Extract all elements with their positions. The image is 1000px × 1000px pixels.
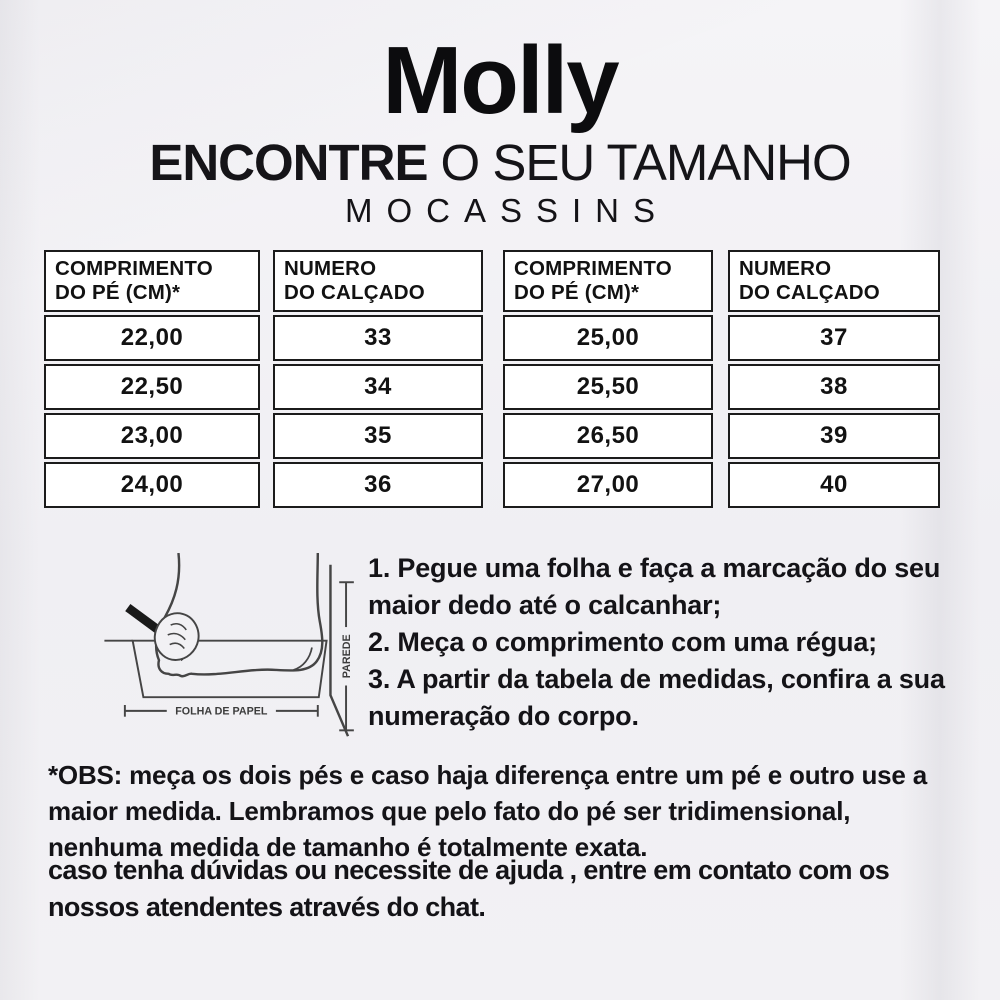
page-title-light: O SEU TAMANHO	[440, 134, 852, 191]
table-cell: 25,00	[503, 315, 713, 361]
table-cell: 23,00	[44, 413, 260, 459]
table-header-shoe-number: NUMERO DO CALÇADO	[273, 250, 483, 312]
header-line: DO CALÇADO	[284, 281, 425, 304]
page-title: ENCONTRE O SEU TAMANHO	[0, 133, 1000, 192]
measuring-instructions: 1. Pegue uma folha e faça a marcação do …	[368, 550, 982, 735]
size-table-foot-length-2: COMPRIMENTO DO PÉ (CM)* 25,00 25,50 26,5…	[503, 250, 713, 508]
instruction-step-2: 2. Meça o comprimento com uma régua;	[368, 627, 877, 657]
table-header-foot-length: COMPRIMENTO DO PÉ (CM)*	[44, 250, 260, 312]
header-line: NUMERO	[739, 257, 832, 280]
table-cell: 35	[273, 413, 483, 459]
chat-support-note: caso tenha dúvidas ou necessite de ajuda…	[48, 855, 890, 922]
instruction-step-3: 3. A partir da tabela de medidas, confir…	[368, 664, 945, 731]
table-cell: 27,00	[503, 462, 713, 508]
category-subtitle: MOCASSINS	[344, 192, 670, 229]
header-line: DO PÉ (CM)*	[55, 281, 181, 304]
brand-logo: Molly	[382, 27, 619, 134]
wall-label: PAREDE	[341, 634, 353, 678]
size-table-foot-length-1: COMPRIMENTO DO PÉ (CM)* 22,00 22,50 23,0…	[44, 250, 260, 508]
table-cell: 39	[728, 413, 940, 459]
header-line: NUMERO	[284, 257, 377, 280]
size-table-shoe-number-1: NUMERO DO CALÇADO 33 34 35 36	[273, 250, 483, 508]
instruction-step-1: 1. Pegue uma folha e faça a marcação do …	[368, 553, 941, 620]
table-cell: 38	[728, 364, 940, 410]
paper-label: FOLHA DE PAPEL	[175, 706, 268, 718]
foot-measurement-diagram: FOLHA DE PAPEL PAREDE	[98, 552, 370, 743]
table-cell: 33	[273, 315, 483, 361]
size-table-shoe-number-2: NUMERO DO CALÇADO 37 38 39 40	[728, 250, 940, 508]
table-cell: 22,50	[44, 364, 260, 410]
observation-note: *OBS: meça os dois pés e caso haja difer…	[48, 760, 927, 862]
table-cell: 40	[728, 462, 940, 508]
table-cell: 22,00	[44, 315, 260, 361]
size-tables: COMPRIMENTO DO PÉ (CM)* 22,00 22,50 23,0…	[44, 250, 940, 508]
header-line: DO CALÇADO	[739, 281, 880, 304]
page-title-bold: ENCONTRE	[149, 134, 428, 191]
table-cell: 36	[273, 462, 483, 508]
header-line: COMPRIMENTO	[55, 257, 213, 280]
table-cell: 26,50	[503, 413, 713, 459]
foot-measurement-illustration: FOLHA DE PAPEL PAREDE	[104, 552, 354, 737]
table-header-shoe-number: NUMERO DO CALÇADO	[728, 250, 940, 312]
table-header-foot-length: COMPRIMENTO DO PÉ (CM)*	[503, 250, 713, 312]
header-line: DO PÉ (CM)*	[514, 281, 640, 304]
table-cell: 25,50	[503, 364, 713, 410]
table-cell: 34	[273, 364, 483, 410]
table-cell: 37	[728, 315, 940, 361]
header-line: COMPRIMENTO	[514, 257, 672, 280]
table-cell: 24,00	[44, 462, 260, 508]
